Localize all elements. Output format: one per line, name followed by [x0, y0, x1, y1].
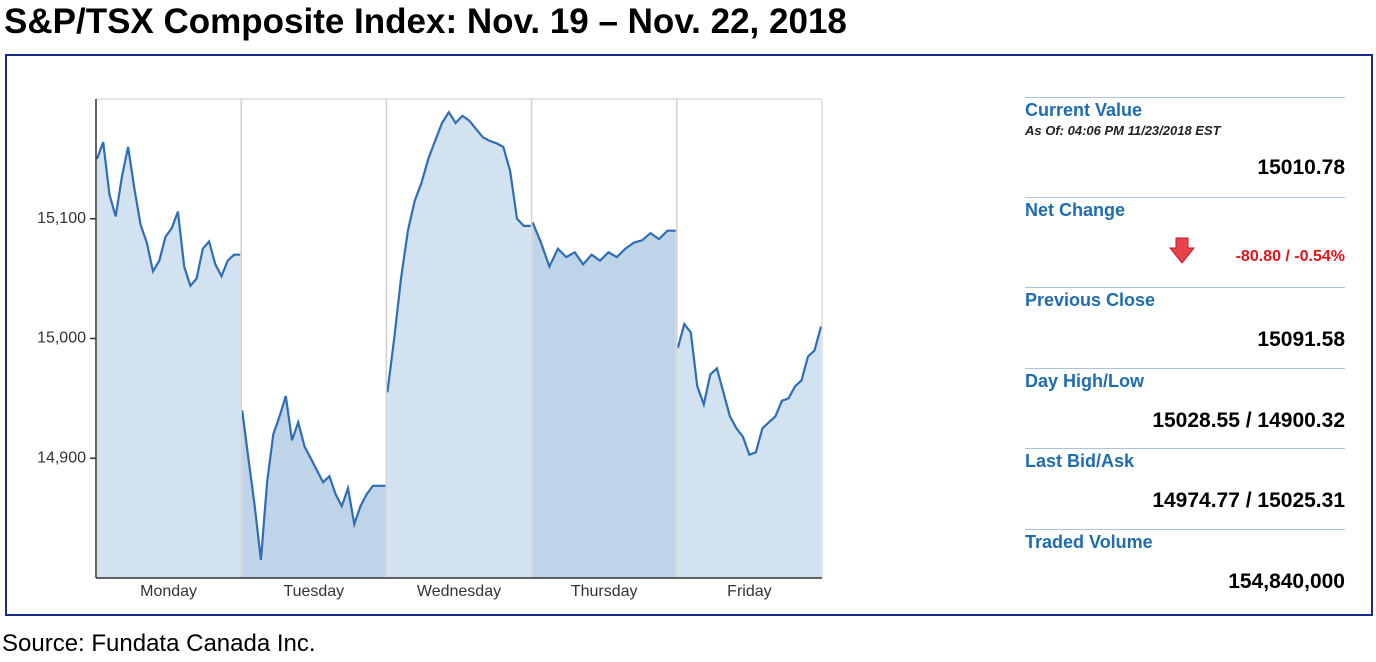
- stat-value: 15028.55 / 14900.32: [1152, 409, 1345, 432]
- area: [532, 222, 676, 579]
- stat-row: Previous Close 15091.58: [1025, 287, 1345, 358]
- stat-value: 15091.58: [1257, 328, 1345, 351]
- stat-label: Net Change: [1025, 200, 1126, 220]
- line: [95, 141, 241, 289]
- stat-label: Last Bid/Ask: [1025, 451, 1135, 471]
- stat-row: Day High/Low 15028.55 / 14900.32: [1025, 368, 1345, 439]
- chart-frame: [5, 54, 1373, 616]
- stat-label: Previous Close: [1025, 290, 1156, 310]
- page-title: S&P/TSX Composite Index: Nov. 19 – Nov. …: [4, 2, 847, 41]
- stat-value: 14974.77 / 15025.31: [1152, 489, 1345, 512]
- stat-value: -80.80 / -0.54%: [1235, 248, 1345, 265]
- stat-label: Traded Volume: [1025, 532, 1153, 552]
- stat-row: Traded Volume 154,840,000: [1025, 529, 1345, 600]
- stat-label: Day High/Low: [1025, 371, 1145, 391]
- area: [387, 112, 531, 578]
- source: Source: Fundata Canada Inc.: [2, 630, 316, 657]
- stat-row: Net Change -80.80 / -0.54%: [1025, 197, 1345, 268]
- down-arrow: [1169, 237, 1195, 264]
- area: [97, 142, 241, 578]
- x-tick-label: Thursday: [571, 583, 638, 600]
- line: [676, 321, 823, 457]
- x-tick-label: Friday: [727, 583, 771, 600]
- stat-row: Current Value As Of: 04:06 PM 11/23/2018 …: [1025, 97, 1345, 179]
- x-tick-label: Tuesday: [283, 583, 344, 600]
- stat-label: Current Value: [1025, 100, 1143, 120]
- y-tick-label: 14,900: [37, 449, 86, 466]
- area: [242, 396, 386, 578]
- stat-value: 15010.78: [1257, 156, 1345, 179]
- stat-sub: As Of: 04:06 PM 11/23/2018 EST: [1025, 123, 1221, 138]
- line: [531, 221, 676, 270]
- x-tick-label: Monday: [140, 583, 197, 600]
- line: [386, 110, 531, 393]
- line: [241, 395, 386, 561]
- x-tick-label: Wednesday: [417, 583, 501, 600]
- stat-value: 154,840,000: [1228, 570, 1345, 593]
- area: [677, 324, 821, 578]
- stat-row: Last Bid/Ask 14974.77 / 15025.31: [1025, 448, 1345, 519]
- y-tick-label: 15,000: [37, 330, 86, 347]
- y-tick-label: 15,100: [37, 210, 86, 227]
